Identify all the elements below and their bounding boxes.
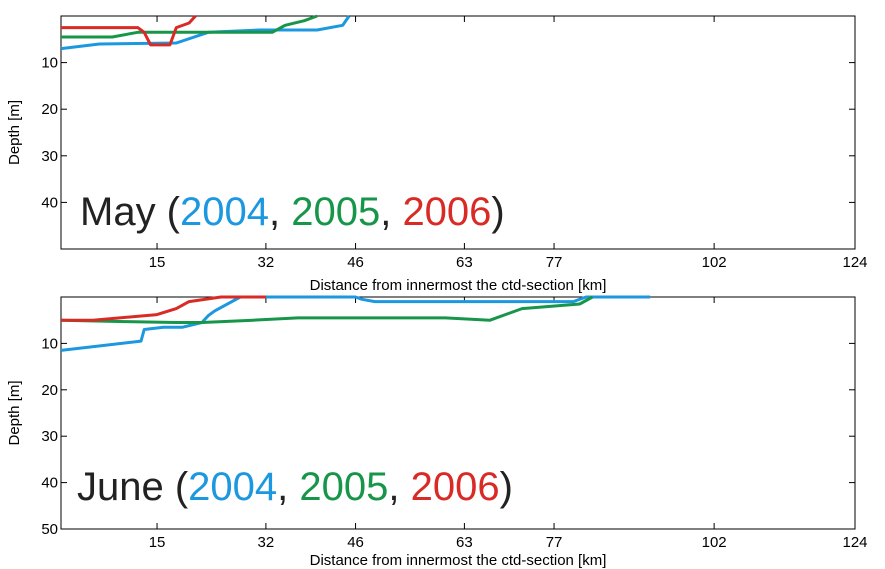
may-x-tick-label: 15 xyxy=(149,254,166,271)
june-x-tick-label: 15 xyxy=(149,534,166,551)
june-x-tick-label: 32 xyxy=(258,534,275,551)
june-series-lines xyxy=(60,295,651,352)
june-y-tick-label: 50 xyxy=(41,521,58,538)
june-x-tick-label: 46 xyxy=(347,534,364,551)
june-annotation-suffix: ) xyxy=(500,465,513,509)
may-x-tick-label: 102 xyxy=(702,254,727,271)
june-series-2006-line xyxy=(61,295,266,322)
may-chart: 15 32 46 63 77 102 124 10 20 30 40 Depth [m] Dista… xyxy=(6,14,868,294)
june-plot-frame xyxy=(60,296,856,530)
may-series-lines xyxy=(60,14,351,51)
may-series-2006-line xyxy=(61,14,197,47)
may-x-tick-label: 46 xyxy=(347,254,364,271)
june-y-tick-label: 10 xyxy=(41,335,58,352)
june-annotation-part: , xyxy=(388,465,410,509)
june-x-tick-label: 63 xyxy=(456,534,473,551)
june-annotation-part: , xyxy=(277,465,299,509)
june-x-axis-label: Distance from innermost the ctd-section … xyxy=(310,552,607,569)
may-y-tick-label: 30 xyxy=(41,148,58,165)
june-annotation-part: 2005 xyxy=(299,465,388,509)
may-series-2005-line xyxy=(61,14,318,39)
may-annotation-part: 2006 xyxy=(402,190,491,234)
may-annotation-part: , xyxy=(380,190,402,234)
june-annotation-part: 2004 xyxy=(188,465,277,509)
june-chart: 15 32 46 63 77 102 124 10 20 30 40 50 Depth [m] Dis… xyxy=(6,295,868,569)
june-y-tick-label: 30 xyxy=(41,428,58,445)
may-annotation-part: 2005 xyxy=(291,190,380,234)
may-ticks: 15 32 46 63 77 102 124 10 20 30 40 xyxy=(41,16,868,271)
may-annotation-suffix: ) xyxy=(491,190,504,234)
june-annotation: June (2004, 2005, 2006) xyxy=(77,465,513,509)
june-y-tick-label: 40 xyxy=(41,475,58,492)
may-annotation-part: , xyxy=(269,190,291,234)
may-y-axis-label: Depth [m] xyxy=(6,100,23,165)
june-x-tick-label: 77 xyxy=(546,534,563,551)
june-x-tick-label: 102 xyxy=(702,534,727,551)
june-x-tick-label: 124 xyxy=(842,534,867,551)
may-plot-frame xyxy=(60,15,856,250)
may-x-tick-label: 124 xyxy=(842,254,867,271)
june-series-2005-line xyxy=(60,295,594,324)
may-annotation-part: 2004 xyxy=(180,190,269,234)
may-y-tick-label: 10 xyxy=(41,55,58,72)
june-annotation-prefix: June ( xyxy=(77,465,189,509)
may-x-axis-label: Distance from innermost the ctd-section … xyxy=(310,277,607,294)
may-annotation: May (2004, 2005, 2006) xyxy=(80,190,505,234)
june-y-axis-label: Depth [m] xyxy=(6,380,23,445)
june-y-tick-label: 20 xyxy=(41,382,58,399)
may-x-tick-label: 32 xyxy=(258,254,275,271)
june-annotation-part: 2006 xyxy=(411,465,500,509)
june-ticks: 15 32 46 63 77 102 124 10 20 30 40 50 xyxy=(41,297,868,551)
may-y-tick-label: 40 xyxy=(41,194,58,211)
may-x-tick-label: 63 xyxy=(456,254,473,271)
may-x-tick-label: 77 xyxy=(546,254,563,271)
may-annotation-prefix: May ( xyxy=(80,190,181,234)
may-y-tick-label: 20 xyxy=(41,101,58,118)
